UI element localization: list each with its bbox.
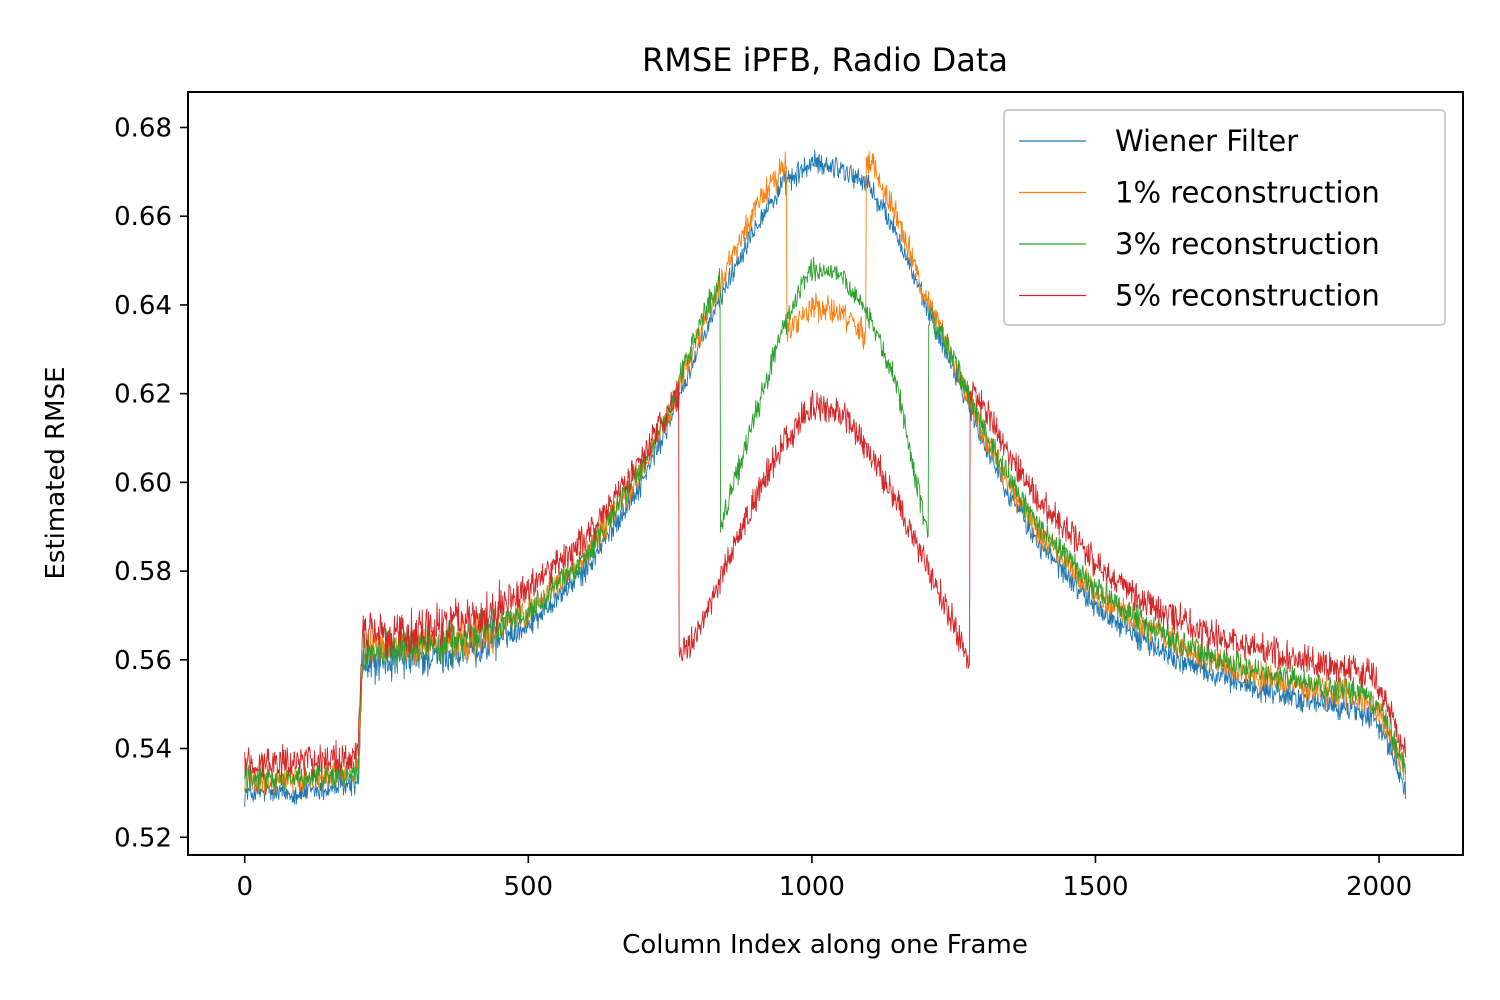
x-tick-label: 2000: [1346, 872, 1412, 902]
y-tick-label: 0.52: [114, 823, 172, 853]
legend-label: Wiener Filter: [1115, 124, 1298, 158]
plot-frame: [187, 91, 1464, 856]
y-axis-label: Estimated RMSE: [41, 366, 71, 579]
x-tick-label: 0: [236, 872, 253, 902]
y-tick-label: 0.64: [114, 291, 172, 321]
series-line-3: [244, 256, 1407, 792]
y-tick-label: 0.68: [114, 113, 172, 143]
legend-label: 5% reconstruction: [1115, 279, 1380, 313]
legend-label: 1% reconstruction: [1115, 176, 1380, 210]
series-line-4: [244, 381, 1407, 780]
y-tick-label: 0.62: [114, 380, 172, 410]
x-axis-label: Column Index along one Frame: [622, 930, 1028, 960]
x-tick-label: 1500: [1062, 872, 1128, 902]
chart-title: RMSE iPFB, Radio Data: [642, 41, 1008, 79]
y-tick-label: 0.54: [114, 735, 172, 765]
legend-label: 3% reconstruction: [1115, 227, 1380, 261]
y-tick-label: 0.66: [114, 202, 172, 232]
y-tick-label: 0.58: [114, 557, 172, 587]
x-tick-label: 1000: [779, 872, 845, 902]
y-tick-label: 0.60: [114, 468, 172, 498]
y-tick-label: 0.56: [114, 646, 172, 676]
legend-box: [1003, 109, 1446, 326]
y-axis: 0.52 0.54 0.56 0.58 0.60 0.62 0.64 0.66 0.68: [114, 113, 188, 853]
x-tick-label: 500: [503, 872, 553, 902]
x-axis: 0 500 1000 1500 2000: [236, 855, 1412, 902]
series-layer: [244, 149, 1407, 807]
legend: Wiener Filter 1% reconstruction 3% reconst…: [1003, 109, 1446, 326]
